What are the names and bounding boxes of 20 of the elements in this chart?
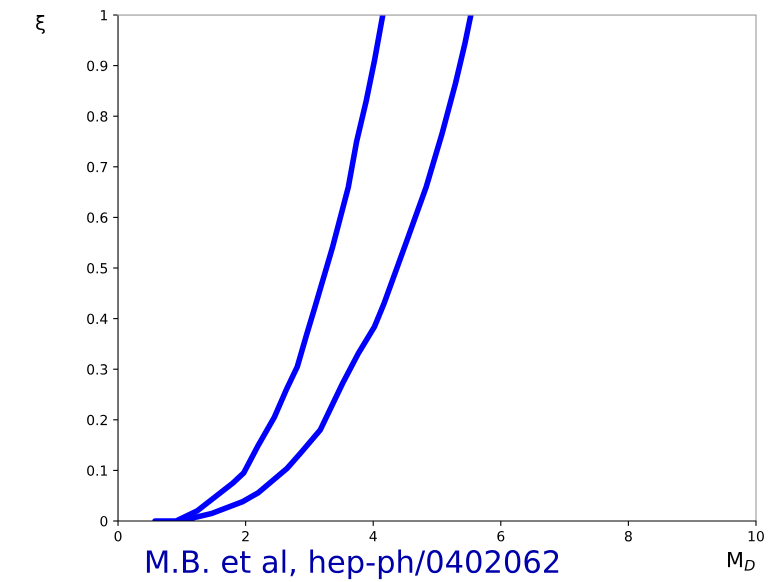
x-axis-title: M$_{D}$ [728,552,755,571]
x-tick-label: 4 [369,531,377,542]
y-tick-label: 0.1 [87,465,108,476]
y-tick-label: 0.6 [87,212,108,223]
y-tick-label: 0.5 [87,262,108,274]
x-tick-label: 10 [748,530,764,542]
y-tick-label: 0.2 [87,414,107,426]
x-tick-label: 8 [624,530,632,542]
y-tick-label: 0.3 [87,364,108,375]
x-tick-label: 0 [114,530,122,542]
x-tick-label: 2 [242,530,249,542]
y-tick-label: 0.7 [87,162,108,172]
y-tick-label: 0 [100,516,108,526]
x-tick-label: 6 [497,530,504,542]
text: M.B. et al, hep-ph/0402062 [146,550,558,580]
y-tick-label: 0.8 [87,111,108,122]
y-tick-label: 0.4 [87,314,108,324]
y-tick-label: 1 [100,10,108,20]
y-axis-title: ξ [36,15,45,34]
y-tick-label: 0.9 [87,60,108,72]
